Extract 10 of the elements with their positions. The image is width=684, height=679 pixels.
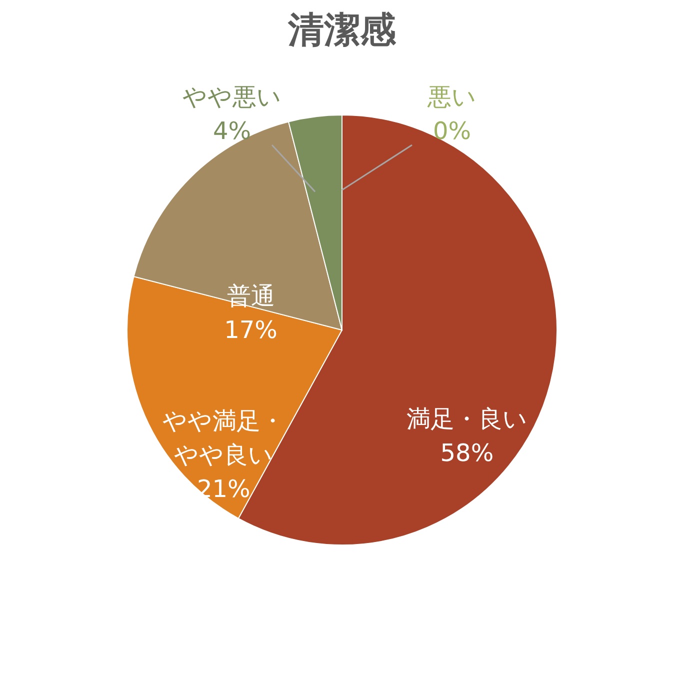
data-label: 17% [224, 316, 278, 344]
data-label: 58% [440, 439, 494, 468]
category-label: 悪い [428, 83, 476, 111]
slice-label: やや悪い [182, 83, 282, 111]
slice-label: やや満足・やや良い [162, 407, 285, 470]
text: 0% [432, 117, 472, 145]
slice-label: 普通 [226, 282, 275, 310]
slice-label: 満足・良い [406, 405, 528, 434]
data-label: 4% [212, 117, 252, 145]
chart-title: 清潔感 [287, 10, 397, 51]
